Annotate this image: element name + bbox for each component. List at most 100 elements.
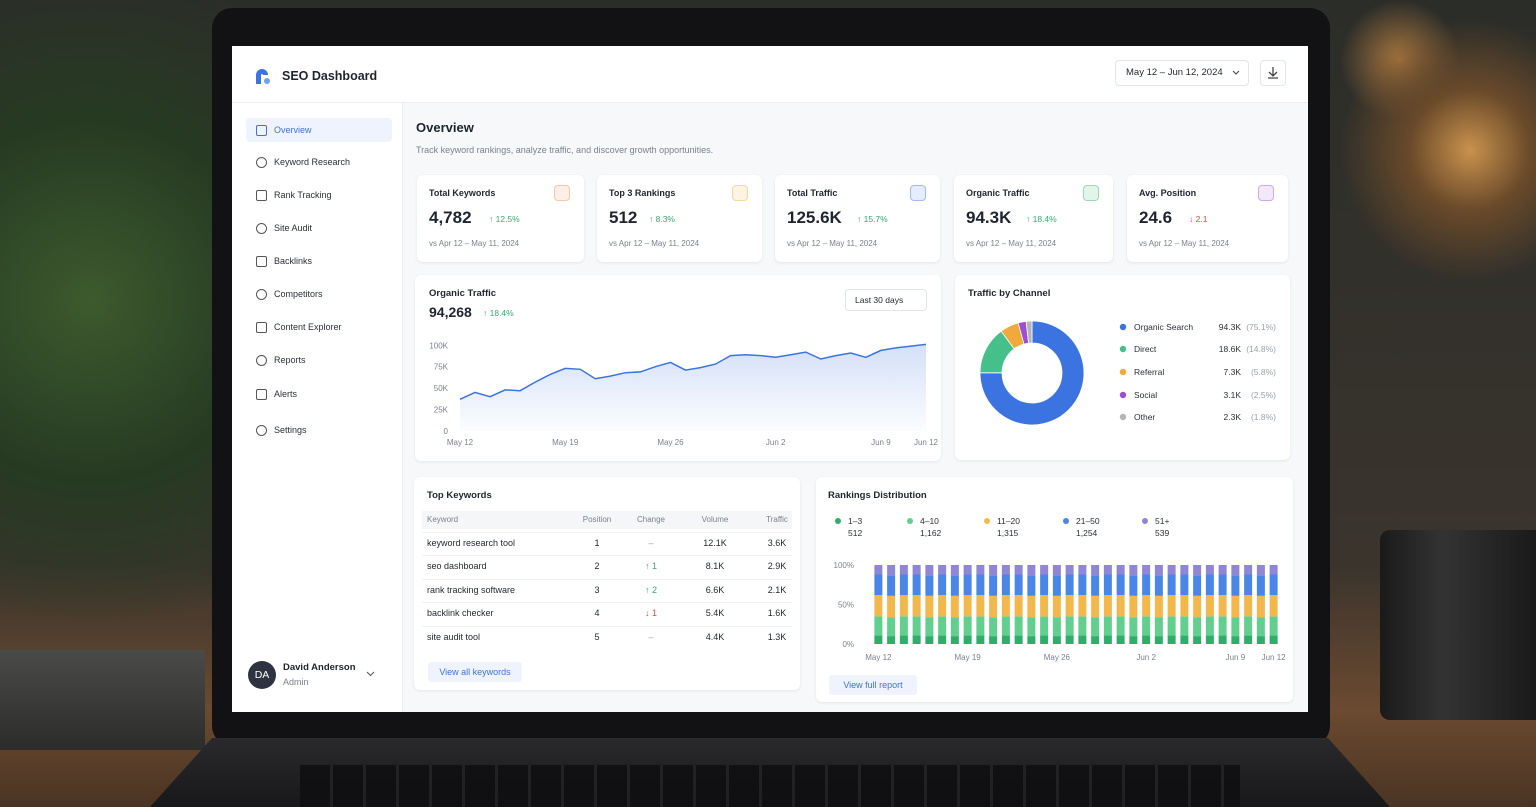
range: Last 30 days: [855, 295, 904, 305]
table-cell: backlink checker: [427, 608, 494, 618]
nav-item[interactable]: Site Audit: [246, 216, 392, 240]
bar-segment: [1091, 595, 1100, 618]
nav-icon: [256, 125, 267, 136]
bar-segment: [976, 565, 985, 575]
bar-segment: [976, 574, 985, 596]
bar-segment: [1269, 595, 1278, 617]
bar-segment: [1116, 565, 1125, 575]
bar-segment: [1040, 616, 1049, 636]
bar-segment: [938, 616, 947, 636]
view-full-report[interactable]: View full report: [829, 675, 917, 695]
keyboard: [300, 765, 1240, 807]
bar-segment: [1103, 595, 1112, 617]
bar-segment: [1256, 575, 1265, 596]
kpi-icon: [1083, 185, 1099, 201]
bar-segment: [950, 565, 959, 576]
nav-item[interactable]: Rank Tracking: [246, 183, 392, 207]
bar-segment: [874, 616, 883, 636]
app-title: SEO Dashboard: [282, 69, 378, 83]
legend-dot: [1119, 368, 1127, 376]
nav-label: Content Explorer: [274, 322, 342, 332]
bar-segment: [1078, 574, 1087, 596]
nav-icon: [256, 223, 267, 234]
avatar: DA: [248, 661, 276, 689]
nav-item[interactable]: Backlinks: [246, 249, 392, 273]
bar-segment: [1001, 595, 1010, 617]
nav-item[interactable]: Content Explorer: [246, 315, 392, 339]
bar-segment: [976, 635, 985, 644]
bar-segment: [1205, 565, 1214, 575]
bar-segment: [1142, 574, 1151, 596]
y-tick-label: 50K: [434, 384, 449, 393]
kpi-period: vs Apr 12 – May 11, 2024: [429, 239, 520, 248]
date-range-picker[interactable]: May 12 – Jun 12, 2024: [1115, 60, 1249, 86]
download-icon: [1268, 67, 1278, 79]
area: [460, 344, 926, 431]
legend-total: 1,315: [997, 528, 1019, 538]
legend-label: Organic Search: [1134, 322, 1193, 332]
nav-label: Keyword Research: [274, 157, 351, 167]
bar-segment: [1091, 575, 1100, 596]
bar-segment: [950, 617, 959, 637]
kpi-card: Organic Traffic 94.3K ↑ 18.4% vs Apr 12 – M…: [954, 175, 1113, 262]
bar-segment: [1001, 635, 1010, 644]
bar-segment: [1269, 616, 1278, 636]
nav-item[interactable]: Settings: [246, 418, 392, 442]
bar-segment: [1065, 565, 1074, 575]
column-header: Traffic: [766, 515, 788, 524]
bar-segment: [1193, 565, 1202, 576]
book: [0, 650, 205, 750]
nav-icon: [256, 389, 267, 400]
table-cell: 5.4K: [705, 608, 725, 618]
channel-card: Traffic by Channel Organic Search 94.3K (7…: [955, 275, 1290, 460]
kpi-value: 512: [609, 208, 638, 227]
table-cell: 1.3K: [767, 632, 787, 642]
nav-label: Site Audit: [274, 223, 313, 233]
y-tick-label: 100%: [834, 561, 854, 570]
bar-segment: [938, 574, 947, 596]
legend-traffic: 3.1K: [1224, 390, 1242, 400]
nav-item[interactable]: Alerts: [246, 382, 392, 406]
bar-segment: [1014, 565, 1023, 575]
table-cell: seo dashboard: [427, 561, 487, 571]
bar-segment: [1014, 574, 1023, 596]
page-title: Overview: [416, 120, 474, 135]
kpi-change: ↓ 2.1: [1189, 214, 1208, 224]
view-all-keywords[interactable]: View all keywords: [428, 662, 522, 682]
kpi-icon: [554, 185, 570, 201]
bar-segment: [976, 595, 985, 617]
bar-segment: [989, 636, 998, 644]
bar-segment: [1154, 595, 1163, 618]
kpi-value: 125.6K: [787, 208, 842, 227]
bar-segment: [874, 574, 883, 596]
nav-item[interactable]: Overview: [246, 118, 392, 142]
y-tick-label: 25K: [434, 406, 449, 415]
nav-item[interactable]: Reports: [246, 348, 392, 372]
bar-segment: [1269, 635, 1278, 644]
download-button[interactable]: [1260, 60, 1286, 86]
bar-segment: [1193, 595, 1202, 618]
table-cell: site audit tool: [427, 632, 481, 642]
table-cell: 6.6K: [705, 585, 725, 595]
donut-segment: [1025, 320, 1033, 344]
table-cell: 5: [594, 632, 600, 642]
bar-segment: [1065, 574, 1074, 596]
nav-item[interactable]: Competitors: [246, 282, 392, 306]
date-range: May 12 – Jun 12, 2024: [1126, 67, 1223, 78]
bar-segment: [1027, 595, 1036, 618]
kpi-period: vs Apr 12 – May 11, 2024: [966, 239, 1057, 248]
nav-label: Competitors: [274, 289, 323, 299]
bar-segment: [925, 575, 934, 596]
bar-segment: [1014, 595, 1023, 617]
legend-percent: (75.1%): [1246, 322, 1276, 332]
table-cell: 3.6K: [767, 538, 787, 548]
user-menu-chevron[interactable]: [366, 671, 375, 677]
nav-label: Settings: [274, 425, 307, 435]
bar-segment: [887, 617, 896, 637]
bar-segment: [899, 595, 908, 617]
kpi-value: 94.3K: [966, 208, 1012, 227]
card-title: Top Keywords: [427, 490, 492, 501]
range-dropdown[interactable]: Last 30 days: [845, 289, 927, 311]
legend-traffic: 2.3K: [1224, 412, 1242, 422]
nav-item[interactable]: Keyword Research: [246, 150, 392, 174]
